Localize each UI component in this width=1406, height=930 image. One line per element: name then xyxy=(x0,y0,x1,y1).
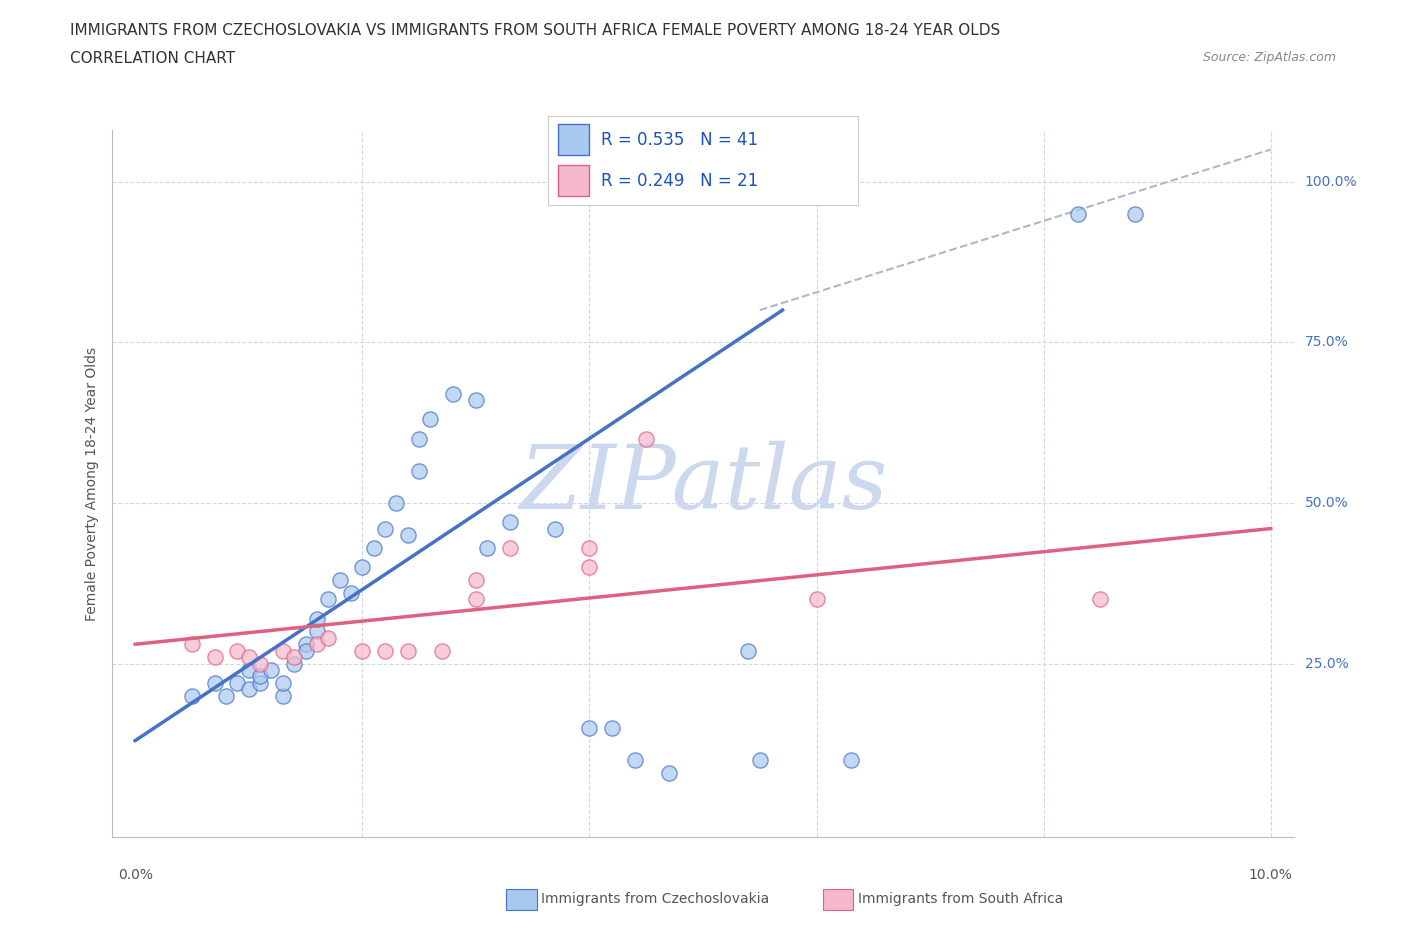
Text: 75.0%: 75.0% xyxy=(1305,335,1348,350)
Point xyxy=(600,721,623,736)
Point xyxy=(430,644,453,658)
Point xyxy=(271,688,294,703)
Point xyxy=(329,573,352,588)
Point xyxy=(238,682,260,697)
Point xyxy=(181,637,204,652)
Bar xyxy=(558,125,589,155)
Point xyxy=(499,540,522,555)
Point xyxy=(374,521,396,536)
Point xyxy=(226,644,249,658)
Point xyxy=(204,650,226,665)
Text: R = 0.535   N = 41: R = 0.535 N = 41 xyxy=(600,131,758,149)
Point xyxy=(477,540,499,555)
Point xyxy=(1067,206,1090,221)
Text: 25.0%: 25.0% xyxy=(1305,657,1348,671)
Text: 50.0%: 50.0% xyxy=(1305,496,1348,510)
Point xyxy=(226,675,249,690)
Text: IMMIGRANTS FROM CZECHOSLOVAKIA VS IMMIGRANTS FROM SOUTH AFRICA FEMALE POVERTY AM: IMMIGRANTS FROM CZECHOSLOVAKIA VS IMMIGR… xyxy=(70,23,1001,38)
Point xyxy=(283,656,305,671)
Text: ZIPatlas: ZIPatlas xyxy=(519,440,887,527)
Text: 0.0%: 0.0% xyxy=(118,868,153,882)
Point xyxy=(464,573,486,588)
Point xyxy=(578,721,600,736)
Point xyxy=(748,752,770,767)
Point xyxy=(294,644,316,658)
Point xyxy=(499,514,522,529)
Point xyxy=(283,650,305,665)
Point xyxy=(305,637,328,652)
Point xyxy=(578,560,600,575)
Point xyxy=(260,662,283,677)
Text: Immigrants from South Africa: Immigrants from South Africa xyxy=(858,892,1063,907)
Point xyxy=(408,432,430,446)
Point xyxy=(305,611,328,626)
Point xyxy=(249,656,271,671)
Text: 100.0%: 100.0% xyxy=(1305,175,1357,189)
Point xyxy=(363,540,385,555)
Point xyxy=(340,585,363,600)
Point xyxy=(396,527,419,542)
Point xyxy=(305,624,328,639)
Text: 10.0%: 10.0% xyxy=(1249,868,1292,882)
Point xyxy=(385,496,408,511)
Point xyxy=(316,591,339,606)
Point xyxy=(806,591,828,606)
Y-axis label: Female Poverty Among 18-24 Year Olds: Female Poverty Among 18-24 Year Olds xyxy=(86,347,100,620)
Point xyxy=(352,644,374,658)
Text: Source: ZipAtlas.com: Source: ZipAtlas.com xyxy=(1202,51,1336,64)
Point xyxy=(204,675,226,690)
Point xyxy=(636,432,658,446)
Point xyxy=(408,463,430,478)
Point xyxy=(215,688,238,703)
Point xyxy=(271,644,294,658)
Point xyxy=(624,752,647,767)
Point xyxy=(544,521,567,536)
Point xyxy=(464,591,486,606)
Point xyxy=(737,644,759,658)
Point xyxy=(839,752,862,767)
Point xyxy=(441,386,464,401)
Point xyxy=(271,675,294,690)
Point xyxy=(181,688,204,703)
Point xyxy=(316,631,339,645)
Point xyxy=(374,644,396,658)
Point xyxy=(249,669,271,684)
Point xyxy=(294,637,316,652)
Point xyxy=(1090,591,1112,606)
Point xyxy=(658,765,681,780)
Text: Immigrants from Czechoslovakia: Immigrants from Czechoslovakia xyxy=(541,892,769,907)
Text: R = 0.249   N = 21: R = 0.249 N = 21 xyxy=(600,172,758,190)
Point xyxy=(1123,206,1146,221)
Text: CORRELATION CHART: CORRELATION CHART xyxy=(70,51,235,66)
Point xyxy=(464,392,486,407)
Point xyxy=(578,540,600,555)
Point xyxy=(249,675,271,690)
Bar xyxy=(558,165,589,196)
Point xyxy=(396,644,419,658)
Point xyxy=(419,412,441,427)
Point xyxy=(352,560,374,575)
Point xyxy=(238,662,260,677)
Point xyxy=(238,650,260,665)
